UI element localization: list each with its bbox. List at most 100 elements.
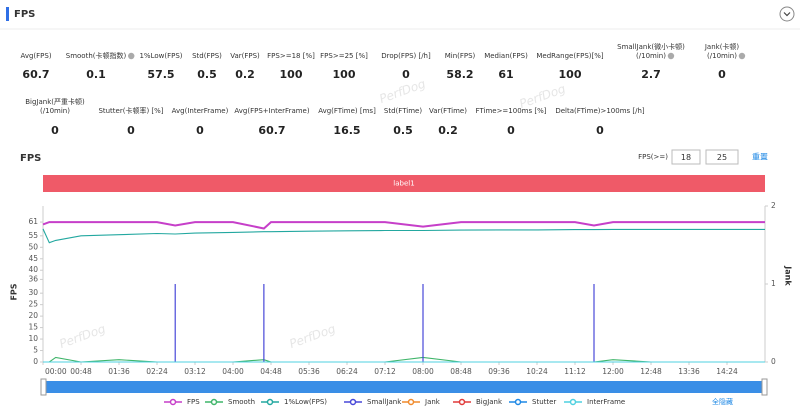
legend-dot <box>569 398 577 406</box>
y2-axis-label: Jank <box>784 265 793 286</box>
reset-link[interactable]: 重置 <box>752 152 768 162</box>
legend-item[interactable]: FPS <box>164 398 200 406</box>
legend-item[interactable]: 1%Low(FPS) <box>261 398 327 406</box>
stat-value: 0.2 <box>235 68 255 81</box>
stat-value: 100 <box>280 68 303 81</box>
stat-value: 0 <box>718 68 726 81</box>
y-axis-label: FPS <box>10 283 19 300</box>
stat-value: 0.5 <box>393 124 413 137</box>
range-slider[interactable] <box>43 381 765 393</box>
stat-label: Smooth(卡顿指数) <box>66 51 127 60</box>
slider-handle[interactable] <box>40 378 47 396</box>
legend-dot <box>458 398 466 406</box>
x-tick-label: 01:36 <box>108 367 130 376</box>
help-icon <box>738 52 746 60</box>
y-tick-label: 5 <box>33 346 38 355</box>
stat-value: 60.7 <box>258 124 285 137</box>
x-tick-label: 08:48 <box>450 367 472 376</box>
watermark: PerfDog <box>287 321 337 351</box>
stat-value: 0.1 <box>86 68 106 81</box>
x-tick-label: 04:00 <box>222 367 244 376</box>
stat-value: 0 <box>127 124 135 137</box>
stat-label: Drop(FPS) [/h] <box>381 52 431 60</box>
stat-label: Jank(卡顿) <box>704 42 740 51</box>
y-tick-label: 40 <box>28 265 38 274</box>
stat-label: MedRange(FPS)[%] <box>536 52 604 60</box>
slider-handle[interactable] <box>761 378 768 396</box>
legend-dot <box>407 398 415 406</box>
x-tick-label: 10:24 <box>526 367 548 376</box>
legend-item[interactable]: BigJank <box>453 398 503 406</box>
x-tick-label: 12:00 <box>602 367 624 376</box>
series-line <box>42 228 765 244</box>
x-tick-label: 00:48 <box>70 367 92 376</box>
stat-label: Avg(FPS+InterFrame) <box>234 107 309 115</box>
x-tick-label: 00:00 <box>45 367 67 376</box>
stat-value: 61 <box>498 68 513 81</box>
stat-label: (/10min) <box>707 52 737 60</box>
legend-dot <box>266 398 274 406</box>
stat-value: 60.7 <box>22 68 49 81</box>
stat-label: Var(FPS) <box>230 52 260 60</box>
legend-dot <box>210 398 218 406</box>
stat-label: Std(FTime) <box>384 107 422 115</box>
legend-item[interactable]: SmallJank <box>344 398 402 406</box>
y-tick-label: 30 <box>28 288 38 297</box>
x-tick-label: 05:36 <box>298 367 320 376</box>
x-tick-label: 03:12 <box>184 367 206 376</box>
y2-tick-label: 1 <box>771 279 776 288</box>
stat-label: (/10min) <box>636 52 666 60</box>
stat-value: 0 <box>196 124 204 137</box>
stat-value: 0.2 <box>438 124 458 137</box>
threshold-label: FPS(>=) <box>638 153 668 161</box>
label-banner <box>43 175 765 192</box>
x-tick-label: 09:36 <box>488 367 510 376</box>
threshold-input[interactable] <box>705 149 739 165</box>
series-line <box>43 356 765 363</box>
title-accent <box>6 7 9 21</box>
hide-all-link[interactable]: 全隐藏 <box>712 397 733 406</box>
stat-value: 0 <box>51 124 59 137</box>
stat-value: 57.5 <box>147 68 174 81</box>
stat-label: Std(FPS) <box>192 52 222 60</box>
threshold-input[interactable] <box>671 149 701 165</box>
y-tick-label: 45 <box>28 254 38 263</box>
legend-item[interactable]: Smooth <box>205 398 255 406</box>
legend-item[interactable]: Jank <box>402 398 441 406</box>
legend-label: Smooth <box>228 398 255 406</box>
stat-label: Stutter(卡顿率) [%] <box>98 106 163 115</box>
legend-label: FPS <box>187 398 200 406</box>
stat-label: Avg(FTime) [ms] <box>318 107 376 115</box>
threshold-value[interactable]: 25 <box>717 153 727 162</box>
y-tick-label: 36 <box>28 274 38 283</box>
legend-label: Stutter <box>532 398 556 406</box>
legend-label: InterFrame <box>587 398 625 406</box>
x-tick-label: 14:24 <box>716 367 738 376</box>
chart-title: FPS <box>20 153 41 164</box>
y2-tick-label: 2 <box>771 201 776 210</box>
stat-value: 58.2 <box>446 68 473 81</box>
stat-label: FTime>=100ms [%] <box>476 107 547 115</box>
stat-label: Delta(FTime)>100ms [/h] <box>555 107 645 115</box>
y-tick-label: 20 <box>28 311 38 320</box>
legend-dot <box>349 398 357 406</box>
stat-label: BigJank(严重卡顿) <box>25 97 85 106</box>
stat-label: Median(FPS) <box>484 52 528 60</box>
section-title: FPS <box>14 9 35 20</box>
x-tick-label: 08:00 <box>412 367 434 376</box>
help-icon <box>667 52 675 60</box>
legend-item[interactable]: Stutter <box>509 398 556 406</box>
x-tick-label: 07:12 <box>374 367 396 376</box>
legend-label: Jank <box>424 398 441 406</box>
x-tick-label: 11:12 <box>564 367 586 376</box>
stat-value: 2.7 <box>641 68 661 81</box>
legend-label: 1%Low(FPS) <box>284 398 327 406</box>
legend-item[interactable]: InterFrame <box>564 398 625 406</box>
x-tick-label: 06:24 <box>336 367 358 376</box>
collapse-button[interactable] <box>779 6 795 22</box>
threshold-value[interactable]: 18 <box>681 153 691 162</box>
stat-label: Avg(FPS) <box>20 52 51 60</box>
stat-label: 1%Low(FPS) <box>139 52 182 60</box>
help-icon <box>128 52 135 60</box>
